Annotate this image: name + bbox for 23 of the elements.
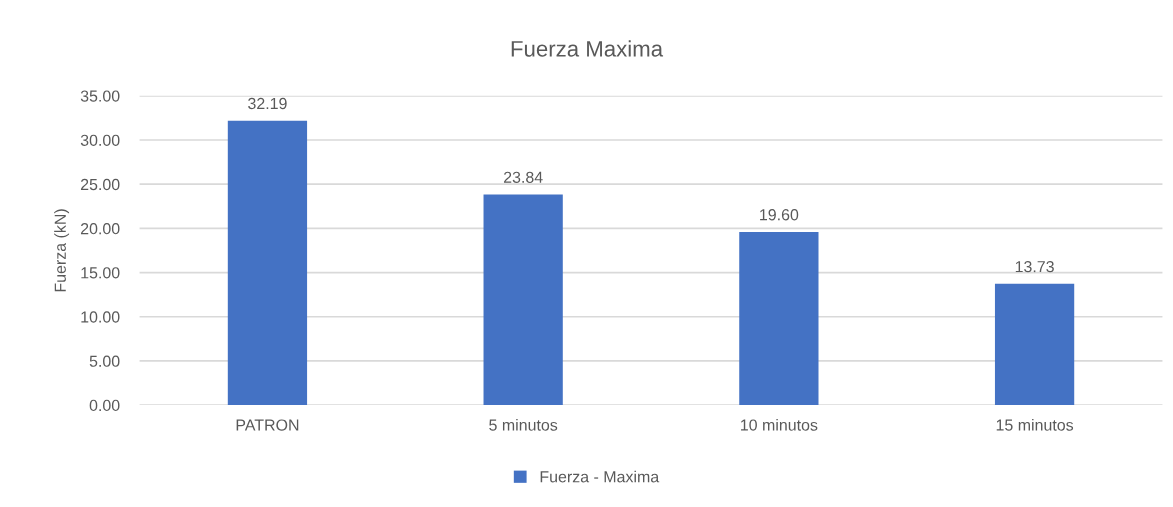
x-tick-label: 5 minutos	[489, 418, 558, 431]
y-tick-label: 10.00	[81, 311, 120, 323]
x-tick-label: 15 minutos	[996, 418, 1074, 431]
y-tick-label: 15.00	[81, 267, 120, 279]
y-tick-label: 0.00	[89, 399, 120, 412]
x-tick-label: 10 minutos	[741, 418, 818, 431]
data-label: 19.60	[760, 209, 799, 221]
x-tick-label: PATRON	[236, 419, 299, 431]
data-label: 13.73	[1015, 260, 1054, 273]
data-label: 32.19	[248, 97, 287, 110]
y-axis-title: Fuerza (kN)	[54, 209, 70, 292]
data-label: 23.84	[503, 171, 543, 183]
y-tick-label: 30.00	[80, 134, 120, 146]
y-tick-label: 5.00	[89, 355, 120, 367]
y-tick-label: 35.00	[80, 90, 120, 102]
chart-title: Fuerza Maxima	[511, 40, 664, 57]
y-tick-label: 20.00	[80, 223, 120, 235]
y-tick-label: 25.00	[80, 178, 120, 191]
bar	[483, 194, 563, 406]
bar	[994, 283, 1075, 406]
bar	[227, 120, 308, 406]
bar	[739, 231, 819, 406]
legend-label: Fuerza - Maxima	[540, 470, 660, 483]
